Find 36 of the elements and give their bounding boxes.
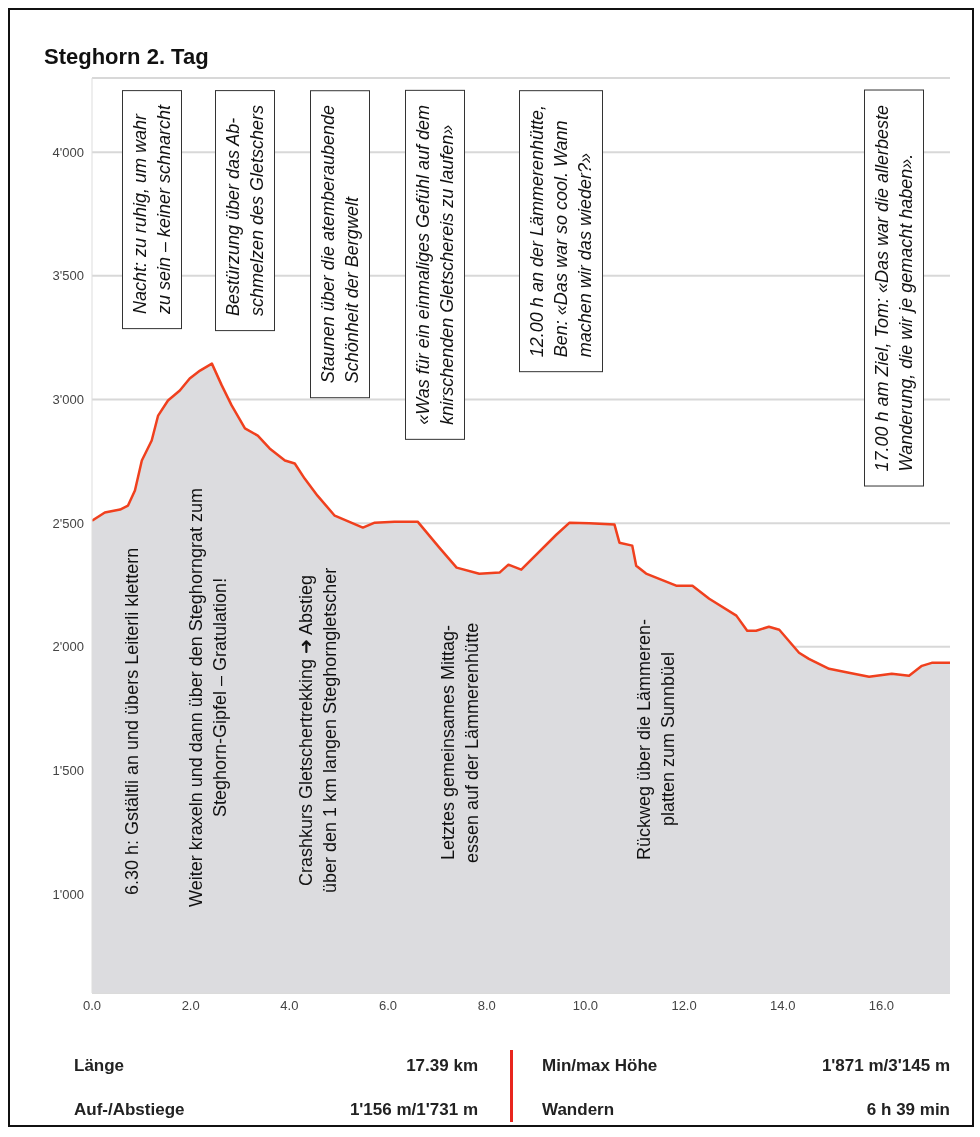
y-tick-label: 3'000 (52, 392, 84, 408)
annotation: Crashkurs Gletschertrekking ➜ Abstieg über den 1 km langen Steghorngletscher (295, 567, 341, 893)
y-tick-label: 1'000 (52, 886, 84, 902)
y-tick-label: 2'500 (52, 515, 84, 531)
annotation: 12.00 h an der Lämmerenhütte, Ben: «Das war so cool. Wann machen wir das wieder?» (519, 90, 603, 373)
x-tick-label: 14.0 (770, 998, 796, 1014)
x-tick-label: 16.0 (868, 998, 895, 1014)
annotation: «Was für ein einmaliges Gefühl auf dem knirschenden Gletschereis zu laufen» (405, 90, 465, 440)
text: 6 h 39 min (865, 1100, 950, 1120)
text: 1'871 m/3'145 m (820, 1056, 950, 1076)
annotation: 6.30 h: Gstältli an und übers Leiterli klettern (121, 547, 143, 895)
x-tick-label: 8.0 (477, 998, 496, 1014)
text: Min/max Höhe (542, 1056, 659, 1076)
text: Länge (74, 1056, 126, 1076)
x-tick-label: 4.0 (280, 998, 299, 1014)
annotation: Weiter kraxeln und dann über den Steghorngrat zum Steghorn-Gipfel – Gratulation! (185, 488, 231, 907)
x-tick-label: 0.0 (82, 998, 102, 1014)
text: 17.39 km (405, 1056, 478, 1076)
x-tick-label: 6.0 (378, 998, 398, 1014)
y-tick-label: 4'000 (52, 144, 84, 160)
x-tick-label: 10.0 (572, 998, 599, 1014)
annotation: Rückweg über die Lämmeren- platten zum Sunnbüel (633, 618, 679, 860)
x-tick-label: 2.0 (181, 998, 200, 1014)
annotation: Staunen über die atemberaubende Schönheit der Bergwelt (310, 90, 370, 399)
annotation: Bestürzung über das Ab- schmelzen des Gletschers (215, 90, 275, 332)
annotation: Nacht: zu ruhig, um wahr zu sein – keiner schnarcht (122, 90, 182, 330)
text: 1'156 m/1'731 m (348, 1100, 478, 1120)
text: Auf-/Abstiege (74, 1100, 186, 1120)
annotation: Letztes gemeinsames Mittag- essen auf der Lämmerenhütte (437, 622, 483, 863)
text: Wandern (542, 1100, 616, 1120)
y-tick-label: 1'500 (52, 763, 84, 779)
y-tick-label: 2'000 (52, 639, 84, 655)
x-tick-label: 12.0 (671, 998, 697, 1014)
chart-title: Steghorn 2. Tag (44, 44, 209, 70)
y-tick-label: 3'500 (52, 268, 84, 284)
annotation: 17.00 h am Ziel, Tom: «Das war die allerbeste Wanderung, die wir je gemacht haben». (864, 90, 924, 487)
